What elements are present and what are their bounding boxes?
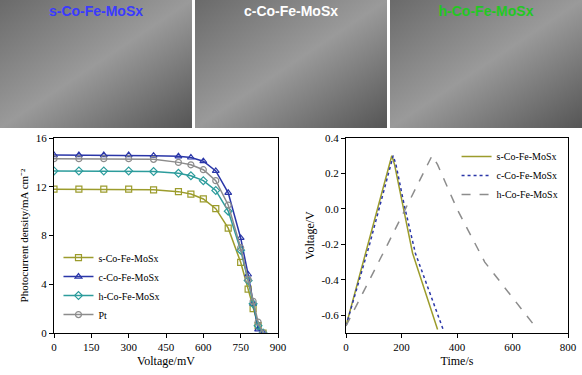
svg-text:0: 0: [41, 327, 47, 339]
svg-text:0: 0: [51, 341, 57, 353]
svg-text:0.4: 0.4: [325, 132, 339, 144]
svg-text:h-Co-Fe-MoSx: h-Co-Fe-MoSx: [497, 189, 558, 200]
svg-text:200: 200: [393, 341, 410, 353]
svg-text:450: 450: [158, 341, 175, 353]
svg-text:s-Co-Fe-MoSx: s-Co-Fe-MoSx: [98, 253, 158, 264]
svg-text:Voltage/mV: Voltage/mV: [137, 354, 195, 368]
svg-text:150: 150: [83, 341, 100, 353]
svg-text:0.0: 0.0: [325, 203, 339, 215]
svg-text:750: 750: [232, 341, 249, 353]
svg-text:800: 800: [560, 341, 577, 353]
svg-text:s-Co-Fe-MoSx: s-Co-Fe-MoSx: [497, 151, 557, 162]
svg-text:-0.2: -0.2: [321, 238, 338, 250]
svg-text:600: 600: [195, 341, 212, 353]
svg-text:c-Co-Fe-MoSx: c-Co-Fe-MoSx: [244, 3, 338, 19]
svg-text:16: 16: [36, 132, 48, 144]
svg-text:600: 600: [504, 341, 521, 353]
svg-text:8: 8: [41, 229, 47, 241]
svg-text:-0.4: -0.4: [321, 274, 339, 286]
svg-text:300: 300: [120, 341, 137, 353]
svg-text:h-Co-Fe-MoSx: h-Co-Fe-MoSx: [439, 3, 534, 19]
svg-text:900: 900: [270, 341, 287, 353]
svg-text:c-Co-Fe-MoSx: c-Co-Fe-MoSx: [98, 272, 159, 283]
svg-text:s-Co-Fe-MoSx: s-Co-Fe-MoSx: [49, 3, 143, 19]
svg-text:Photocurrent density/mA cm⁻²: Photocurrent density/mA cm⁻²: [18, 168, 30, 302]
svg-text:-0.6: -0.6: [321, 309, 339, 321]
svg-text:Pt: Pt: [98, 310, 107, 321]
svg-text:4: 4: [41, 278, 47, 290]
svg-text:400: 400: [449, 341, 466, 353]
svg-text:0.2: 0.2: [325, 167, 339, 179]
svg-text:Voltage/V: Voltage/V: [303, 211, 317, 260]
svg-text:c-Co-Fe-MoSx: c-Co-Fe-MoSx: [497, 170, 558, 181]
svg-text:0: 0: [343, 341, 349, 353]
svg-text:Time/s: Time/s: [441, 354, 474, 368]
svg-text:12: 12: [36, 181, 47, 193]
svg-text:h-Co-Fe-MoSx: h-Co-Fe-MoSx: [98, 291, 159, 302]
